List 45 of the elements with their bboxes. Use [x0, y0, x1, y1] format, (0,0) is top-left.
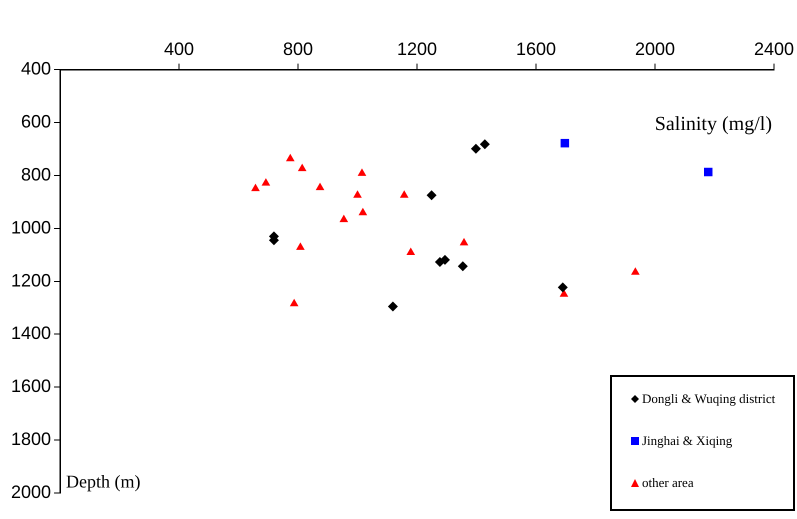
x-tick-label: 800	[283, 38, 314, 59]
point	[704, 168, 712, 176]
point	[358, 208, 368, 216]
x-tick-label: 400	[164, 38, 194, 59]
point	[290, 298, 298, 306]
point	[358, 168, 366, 176]
x-axis-title: Salinity (mg/l)	[654, 112, 772, 135]
point	[480, 139, 490, 150]
point	[251, 184, 260, 192]
x-tick-label: 2000	[634, 38, 676, 59]
point	[353, 190, 362, 198]
point	[631, 267, 640, 275]
y-tick-label: 1800	[10, 429, 52, 450]
y-tick-label: 800	[20, 164, 52, 184]
point	[560, 289, 568, 297]
point	[286, 154, 295, 162]
point	[440, 254, 450, 265]
point	[316, 182, 324, 190]
y-tick-label: 600	[20, 111, 52, 132]
point	[298, 164, 307, 172]
point	[406, 247, 416, 255]
legend-label: Jinghai & Xiqing	[642, 433, 732, 449]
point	[560, 138, 570, 148]
point	[458, 261, 468, 272]
point	[262, 178, 270, 186]
x-tick-label: 1600	[516, 38, 556, 59]
point	[558, 282, 568, 292]
y-tick-label: 400	[20, 58, 52, 79]
y-axis-title: Depth (m)	[66, 472, 141, 492]
point	[460, 238, 468, 246]
x-tick-label: 2400	[754, 38, 794, 59]
y-tick-label: 1200	[10, 270, 52, 290]
legend-label: other area	[642, 475, 694, 491]
y-tick-label: 1400	[10, 323, 52, 344]
y-tick-label: 1600	[10, 376, 52, 396]
y-tick-label: 1000	[10, 217, 52, 238]
legend-label: Dongli & Wuqing district	[642, 391, 776, 407]
y-tick-label: 2000	[10, 482, 52, 502]
point	[400, 190, 409, 198]
point	[340, 214, 348, 222]
point	[426, 190, 437, 200]
x-tick-label: 1200	[396, 38, 438, 59]
point	[388, 301, 398, 312]
point	[296, 242, 305, 250]
point	[470, 144, 481, 154]
